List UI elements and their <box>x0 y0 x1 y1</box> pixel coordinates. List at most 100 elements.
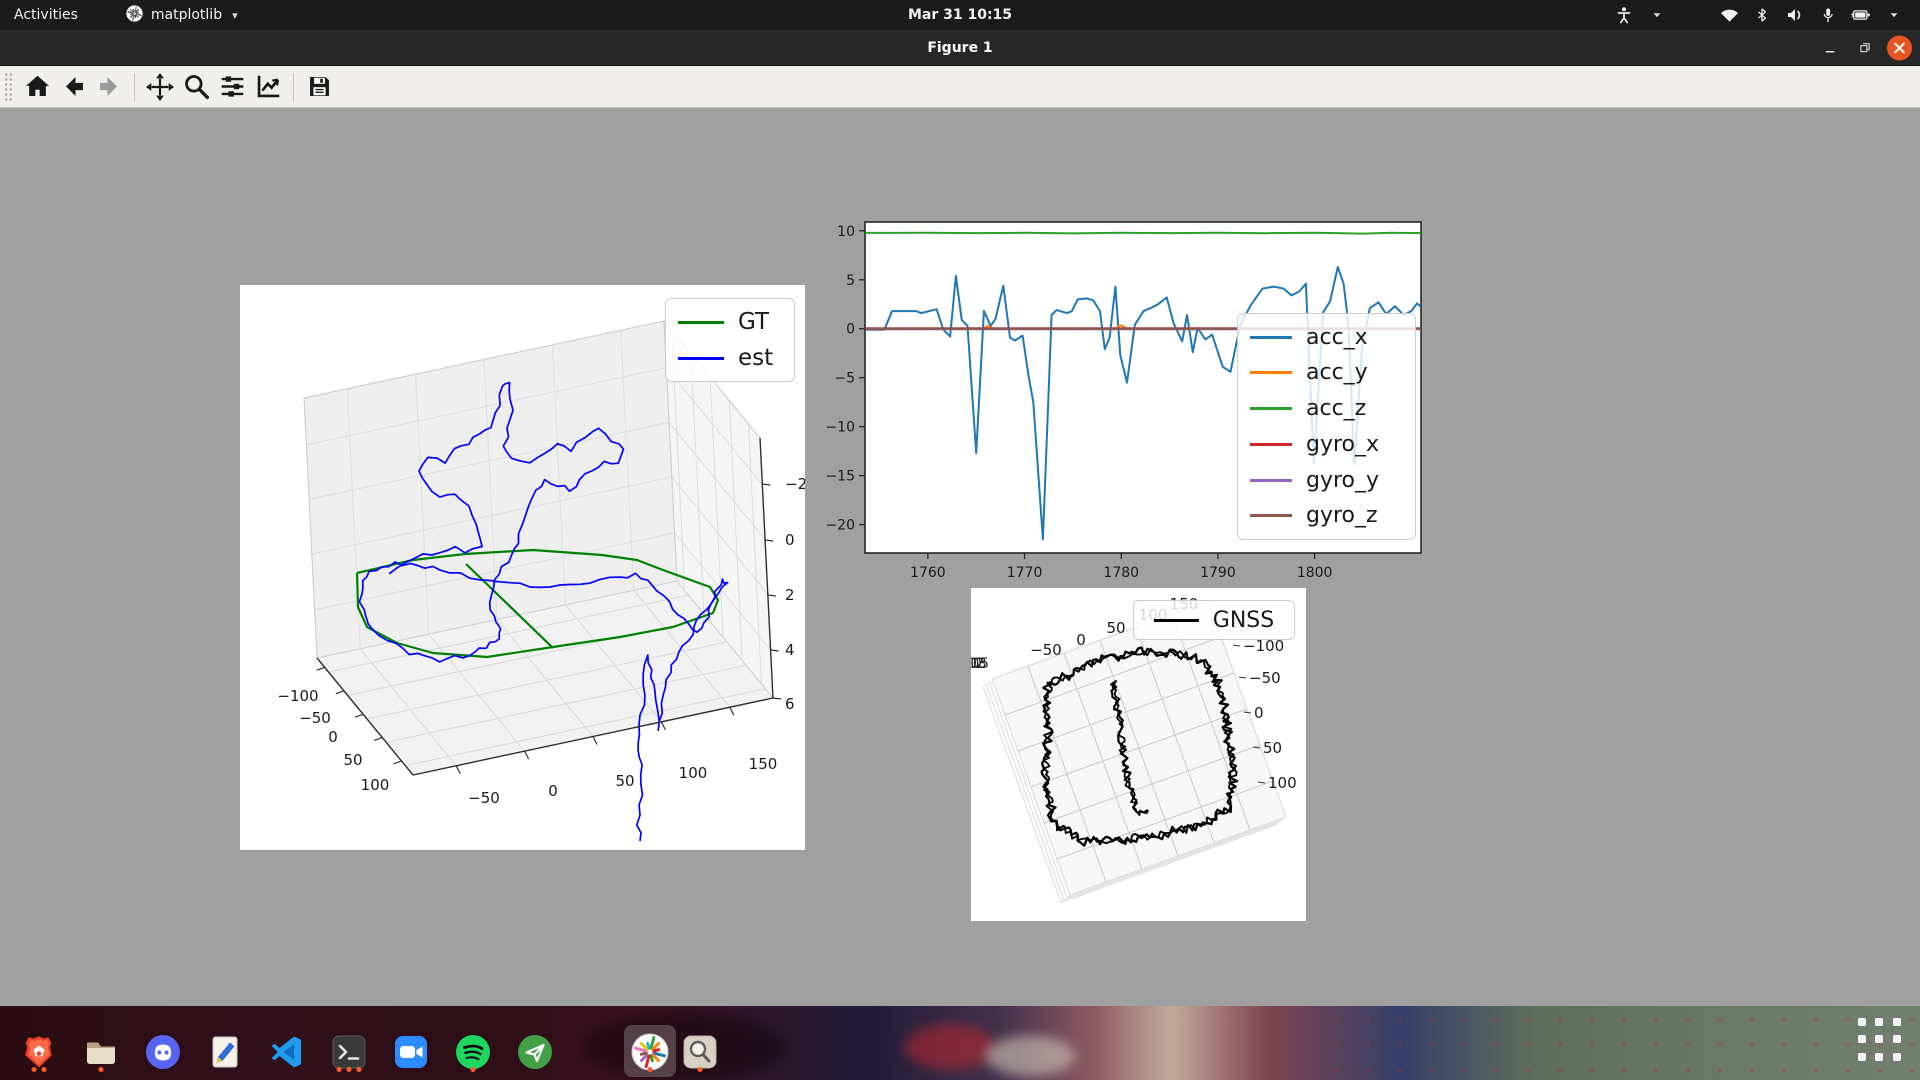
running-indicator <box>336 1067 362 1072</box>
dock-item-messenger[interactable] <box>515 1032 555 1072</box>
y-tick-label: −20 <box>825 518 855 534</box>
volume-icon[interactable] <box>1785 5 1805 25</box>
save-button[interactable] <box>301 70 337 104</box>
legend-label: est <box>738 345 774 371</box>
legend1: GT est <box>665 298 795 382</box>
y-tick-label: 5 <box>846 273 855 289</box>
legend-line-sample <box>678 320 724 324</box>
tick-label: 0 <box>1076 631 1086 649</box>
show-applications-button[interactable] <box>1856 1016 1906 1066</box>
running-indicator <box>31 1067 47 1072</box>
legend-entry: acc_z <box>1238 396 1415 421</box>
legend-label: acc_x <box>1306 324 1368 350</box>
tick-label: 50 <box>615 772 634 790</box>
tick-label: 100 <box>1268 774 1297 792</box>
dock-item-files[interactable] <box>81 1032 121 1072</box>
tick-label: −50 <box>299 709 331 727</box>
restore-button[interactable] <box>1853 36 1877 60</box>
running-indicator <box>470 1067 476 1072</box>
forward-button[interactable] <box>91 70 127 104</box>
matplotlib-toolbar <box>0 66 1920 108</box>
configure-subplots-button[interactable] <box>214 70 250 104</box>
edit-axes-button[interactable] <box>250 70 286 104</box>
subplots-icon <box>219 73 246 100</box>
x-tick-label: 1780 <box>1103 565 1139 581</box>
legend-line-sample <box>1250 371 1292 375</box>
legend-entry: est <box>666 345 794 371</box>
x-tick-label: 1790 <box>1200 565 1236 581</box>
legend-entry: GT <box>666 309 794 335</box>
chevron-down-icon[interactable] <box>1647 5 1667 25</box>
pan-icon <box>146 72 174 101</box>
microphone-icon[interactable] <box>1818 5 1838 25</box>
tick-label: 100 <box>679 764 708 782</box>
clock[interactable]: Mar 31 10:15 <box>896 0 1024 30</box>
legend-line-sample <box>1250 407 1292 411</box>
dock-item-brave[interactable] <box>19 1032 59 1072</box>
home-button[interactable] <box>19 70 55 104</box>
app-menu[interactable]: matplotlib ▾ <box>118 0 246 30</box>
zoom-to-rect-button[interactable] <box>178 70 214 104</box>
back-button[interactable] <box>55 70 91 104</box>
legend-entry: gyro_z <box>1238 503 1415 528</box>
tick-label: 0 <box>1254 704 1264 722</box>
close-button[interactable] <box>1887 35 1912 60</box>
legend-entry: gyro_x <box>1238 432 1415 457</box>
tick-label: 6 <box>785 695 795 713</box>
dock-item-text-editor[interactable] <box>205 1032 245 1072</box>
app-menu-label: matplotlib <box>150 7 223 23</box>
dock-item-vscode[interactable] <box>267 1032 307 1072</box>
plot-imu-timeseries[interactable]: 1760 1770 1780 1790 1800 −20 −15 −10 −5 0 5 10 acc_x… <box>790 207 1430 587</box>
legend-label: acc_z <box>1306 396 1367 422</box>
window-titlebar[interactable]: Figure 1 <box>0 30 1920 66</box>
bluetooth-icon[interactable] <box>1752 5 1772 25</box>
pan-button[interactable] <box>142 70 178 104</box>
forward-icon <box>96 73 123 100</box>
system-tray[interactable] <box>1604 0 1914 30</box>
dock-item-discord[interactable] <box>143 1032 183 1072</box>
tick-label: 50 <box>343 751 362 769</box>
legend-line-sample <box>1250 514 1292 518</box>
tick-label: 150 <box>749 755 778 773</box>
wifi-icon[interactable] <box>1719 5 1739 25</box>
legend-label: GNSS <box>1212 607 1275 633</box>
dock-item-matplotlib[interactable] <box>630 1032 670 1072</box>
x-tick-label: 1800 <box>1297 565 1333 581</box>
dock-item-screenshot-tool[interactable] <box>680 1032 720 1072</box>
dock-item-spotify[interactable] <box>453 1032 493 1072</box>
save-icon <box>306 73 333 100</box>
tick-label: 0 <box>548 782 558 800</box>
dock-item-zoom-app[interactable] <box>391 1032 431 1072</box>
tick-label: 100 <box>361 776 390 794</box>
legend-entry: GNSS <box>1146 608 1282 633</box>
toolbar-separator <box>134 72 135 101</box>
legend-line-sample <box>1250 442 1292 446</box>
chevron-down-icon[interactable] <box>1884 5 1904 25</box>
battery-icon[interactable] <box>1851 5 1871 25</box>
wallpaper-dots <box>1320 1006 1920 1080</box>
tick-label: −100 <box>277 687 318 705</box>
customize-icon <box>255 73 282 100</box>
dock-item-terminal[interactable] <box>329 1032 369 1072</box>
y-tick-label: −5 <box>834 371 855 387</box>
minimize-button[interactable] <box>1818 36 1842 60</box>
home-icon <box>24 73 51 100</box>
legend-entry: acc_y <box>1238 360 1415 385</box>
figure-canvas[interactable]: −50 0 50 100 150 −100 −50 0 50 100 −2 0 2 4 6 GT est 176… <box>0 107 1920 1006</box>
wallpaper-blob <box>985 1036 1075 1076</box>
plot-3d-trajectory[interactable]: −50 0 50 100 150 −100 −50 0 50 100 −2 0 2 4 6 GT est <box>240 285 805 850</box>
tick-label: 0 <box>785 531 795 549</box>
y-tick-label: 10 <box>837 224 855 240</box>
activities-button[interactable]: Activities <box>0 0 92 30</box>
tick-label: 50 <box>1106 619 1125 637</box>
accessibility-icon[interactable] <box>1614 5 1634 25</box>
toolbar-grip[interactable] <box>4 71 13 102</box>
y-tick-label: 0 <box>846 322 855 338</box>
tick-label: −50 <box>468 789 500 807</box>
y-tick-label: −15 <box>825 469 855 485</box>
tick-label: −50 <box>1249 669 1281 687</box>
